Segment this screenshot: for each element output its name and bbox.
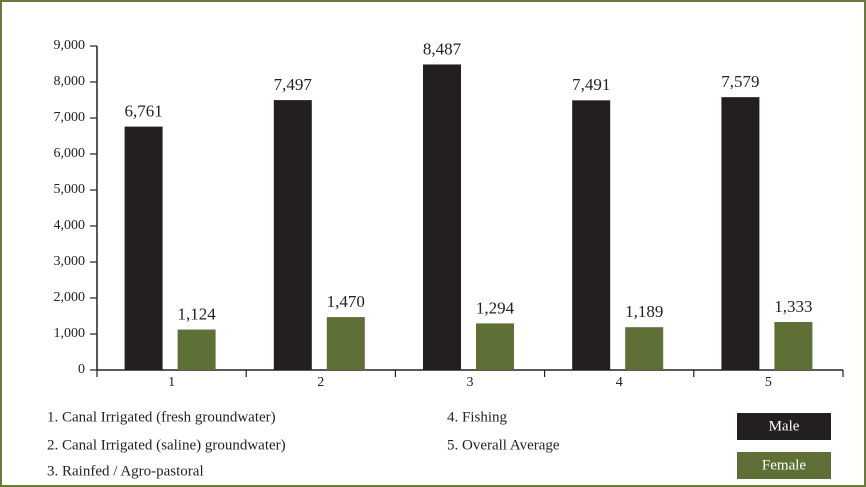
footnote: 3. Rainfed / Agro-pastoral (47, 463, 204, 479)
bar (326, 317, 365, 370)
y-tick-label: 8,000 (54, 74, 86, 89)
x-tick-label: 4 (616, 375, 623, 390)
value-label: 7,497 (274, 75, 313, 94)
value-label: 8,487 (423, 39, 462, 58)
bar (423, 64, 461, 370)
y-tick-label: 4,000 (54, 218, 86, 233)
value-label: 1,333 (774, 297, 812, 316)
bar (721, 97, 760, 370)
footnote: 2. Canal Irrigated (saline) groundwater) (47, 437, 286, 453)
footnote: 1. Canal Irrigated (fresh groundwater) (47, 409, 276, 425)
bar (572, 100, 611, 370)
value-label: 1,124 (177, 304, 216, 323)
y-tick-label: 9,000 (54, 38, 86, 53)
value-label: 1,189 (625, 302, 663, 321)
footnote: 4. Fishing (447, 409, 508, 425)
x-tick-label: 1 (168, 375, 175, 390)
value-label: 1,470 (327, 292, 365, 311)
y-tick-label: 2,000 (54, 290, 86, 305)
y-tick-label: 6,000 (54, 146, 86, 161)
value-label: 1,294 (476, 298, 515, 317)
bar (625, 327, 664, 370)
y-tick-label: 3,000 (54, 254, 86, 269)
value-label: 6,761 (124, 102, 162, 121)
x-tick-label: 2 (317, 375, 324, 390)
bar (273, 100, 312, 370)
legend-swatch (737, 452, 831, 479)
footnote: 5. Overall Average (447, 437, 560, 453)
bar (177, 329, 216, 370)
y-tick-label: 5,000 (54, 182, 86, 197)
x-tick-label: 5 (765, 375, 772, 390)
y-tick-label: 7,000 (54, 110, 86, 125)
legend-swatch (737, 413, 831, 440)
value-label: 7,491 (572, 75, 610, 94)
legend-label: Female (762, 457, 806, 473)
legend-label: Male (769, 418, 800, 434)
bar (476, 323, 514, 370)
y-tick-label: 0 (78, 362, 85, 377)
bar (124, 126, 163, 370)
x-tick-label: 3 (467, 375, 474, 390)
value-label: 7,579 (721, 72, 759, 91)
y-tick-label: 1,000 (54, 326, 86, 341)
bar (774, 322, 813, 370)
